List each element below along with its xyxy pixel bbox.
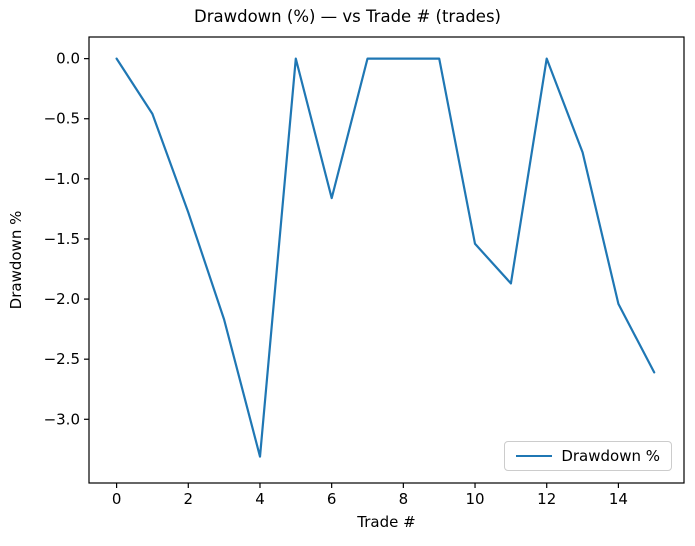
- y-tick-label: −1.0: [44, 170, 80, 188]
- x-tick-label: 0: [112, 490, 122, 508]
- axis-tick-labels: 0 2 4 6 8 10 12 14 0.0 −0.5 −1.0 −1.5 −2.0 −2.5 −3.0: [44, 50, 628, 508]
- y-tick-label: −0.5: [44, 110, 80, 128]
- x-tick-label: 12: [537, 490, 556, 508]
- data-series: [115, 57, 656, 458]
- axis-ticks: [84, 58, 620, 488]
- x-tick-label: 6: [327, 490, 337, 508]
- y-tick-label: −3.0: [44, 410, 80, 428]
- drawdown-line: [115, 57, 656, 458]
- x-tick-label: 8: [399, 490, 409, 508]
- legend-box: Drawdown %: [504, 441, 672, 471]
- y-axis-label: Drawdown %: [7, 211, 25, 310]
- y-tick-label: 0.0: [56, 50, 80, 68]
- x-tick-label: 14: [609, 490, 628, 508]
- legend-label: Drawdown %: [561, 447, 660, 465]
- y-tick-label: −1.5: [44, 230, 80, 248]
- axes-frame: [88, 36, 685, 484]
- x-tick-label: 10: [465, 490, 484, 508]
- chart-title: Drawdown (%) — vs Trade # (trades): [194, 7, 501, 26]
- x-tick-label: 4: [255, 490, 265, 508]
- y-tick-label: −2.5: [44, 350, 80, 368]
- legend-line-swatch: [516, 454, 553, 458]
- y-tick-label: −2.0: [44, 290, 80, 308]
- x-axis-label: Trade #: [356, 513, 415, 531]
- x-tick-label: 2: [184, 490, 194, 508]
